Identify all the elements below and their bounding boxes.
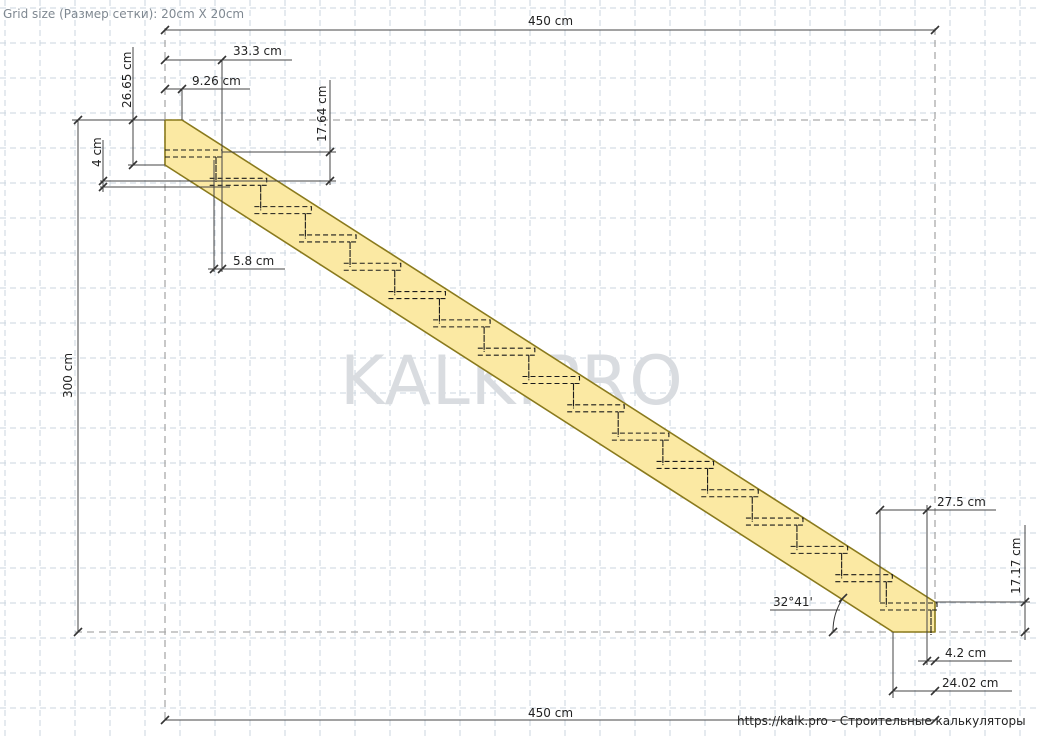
angle-label: 32°41'	[773, 595, 813, 609]
step-outlines	[165, 149, 938, 635]
dim-last-riser: 17.17 cm	[1009, 538, 1023, 594]
step-outline	[433, 319, 491, 352]
dim-tread-gap: 5.8 cm	[233, 254, 274, 268]
dim-last-tread: 27.5 cm	[937, 495, 986, 509]
step-outline	[790, 545, 849, 579]
step-outline	[880, 602, 938, 635]
dim-top-width: 450 cm	[528, 14, 573, 28]
dim-total-height: 300 cm	[61, 353, 75, 398]
dim-overhang: 9.26 cm	[192, 74, 241, 88]
step-outline	[745, 517, 804, 551]
step-outline	[656, 460, 715, 494]
step-outline	[522, 375, 581, 409]
step-outline	[209, 177, 268, 211]
step-outline	[567, 404, 625, 437]
guide-lines	[75, 28, 1030, 722]
step-outline	[701, 489, 759, 522]
step-outline	[611, 432, 670, 466]
grid-size-label: Grid size (Размер сетки): 20cm X 20cm	[3, 7, 244, 21]
dim-top-offset: 26.65 cm	[120, 52, 134, 108]
step-outline	[835, 574, 893, 607]
step-outline	[388, 291, 446, 324]
dim-riser-height: 17.64 cm	[315, 86, 329, 142]
step-outline	[254, 206, 312, 239]
dim-bottom-offset: 24.02 cm	[942, 676, 998, 690]
dimension-lines	[72, 25, 1030, 725]
step-outline	[343, 262, 402, 296]
dim-thickness: 4 cm	[90, 137, 104, 167]
dim-bottom-width: 450 cm	[528, 706, 573, 720]
dim-tread-depth: 33.3 cm	[233, 44, 282, 58]
footer-site: https://kalk.pro - Строительные калькуля…	[737, 714, 1026, 728]
dim-bottom-gap: 4.2 cm	[945, 646, 986, 660]
step-outline	[299, 234, 357, 267]
step-outline	[477, 347, 536, 381]
